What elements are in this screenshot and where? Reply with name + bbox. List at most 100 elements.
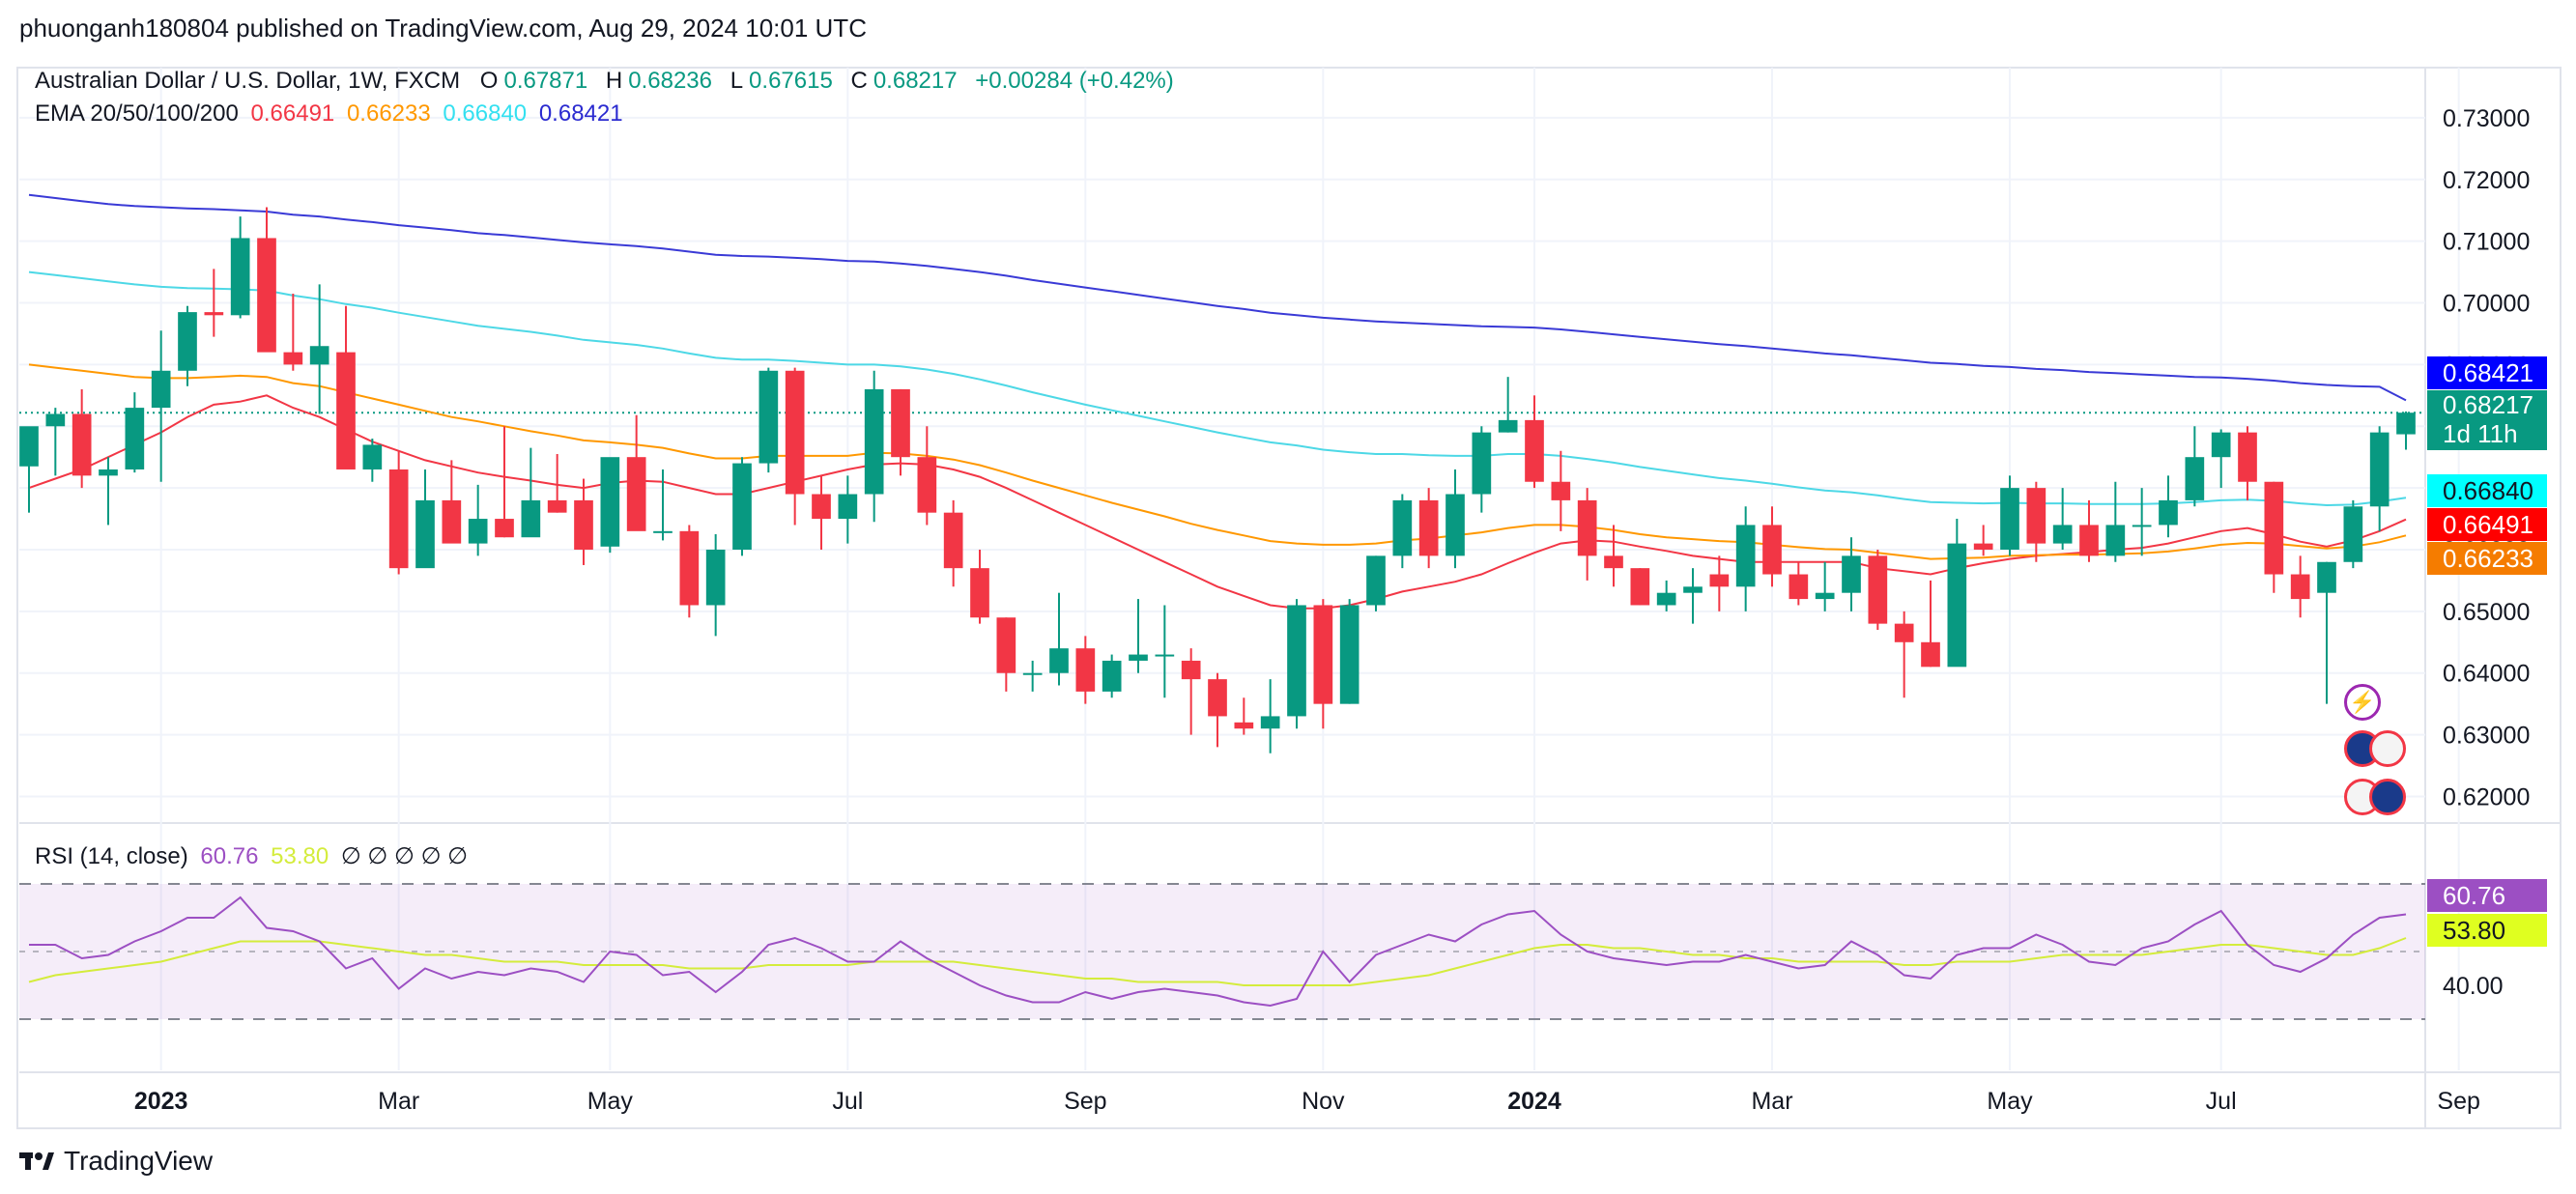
candle-body <box>230 238 250 316</box>
candle <box>732 457 752 556</box>
candle-body <box>574 499 593 550</box>
candle <box>1604 525 1623 587</box>
time-tick-label: Jul <box>2206 1088 2237 1115</box>
candle <box>442 460 462 544</box>
candle <box>415 469 435 569</box>
candle <box>1789 561 1809 606</box>
candle <box>230 216 250 319</box>
candle-body <box>917 457 937 513</box>
ema100-price-box: 0.66840 <box>2427 474 2547 507</box>
candle <box>758 367 779 473</box>
candle <box>1155 605 1175 698</box>
candle <box>1418 488 1439 569</box>
candle <box>574 478 593 565</box>
candle <box>388 450 409 575</box>
candle-body <box>1551 481 1571 500</box>
open-value: 0.67871 <box>503 68 588 94</box>
ema-line-ema20 <box>28 394 2407 610</box>
candle <box>204 269 224 337</box>
countdown: 1d 11h <box>2443 419 2518 448</box>
candle <box>1234 697 1254 735</box>
candle <box>2159 475 2178 538</box>
price-tick-label: 0.70000 <box>2443 291 2530 318</box>
candle <box>72 388 92 489</box>
candle <box>2369 426 2390 531</box>
candle-body <box>415 499 435 569</box>
rsi-line <box>28 937 2407 986</box>
candle-body <box>1842 555 1861 593</box>
candle-body <box>336 352 356 469</box>
candle <box>1392 494 1413 569</box>
candle-body <box>1313 605 1333 704</box>
candle <box>1656 580 1676 611</box>
candle-body <box>388 469 409 569</box>
candle-body <box>362 444 383 469</box>
candle <box>1102 654 1122 698</box>
candle-body <box>1762 525 1782 575</box>
candle <box>1947 519 1967 668</box>
candle <box>547 454 567 513</box>
candle <box>2211 429 2231 489</box>
ema-line-ema50 <box>28 363 2407 560</box>
price-tick-label: 0.62000 <box>2443 783 2530 810</box>
candle <box>2317 561 2336 704</box>
candle-body <box>1472 432 1492 495</box>
candle <box>1313 599 1333 729</box>
candle-body <box>2290 574 2310 600</box>
candle <box>838 475 858 544</box>
candle-body <box>1418 499 1439 556</box>
candle-body <box>600 457 620 547</box>
time-tick-label: May <box>1987 1088 2033 1115</box>
candle <box>468 484 488 556</box>
candle-body <box>1683 586 1703 593</box>
candle-body <box>943 512 963 569</box>
candle-body <box>1181 660 1201 680</box>
candle-body <box>468 519 488 544</box>
candle <box>2105 481 2126 562</box>
candle-body <box>1022 672 1043 675</box>
candle-body <box>309 346 329 365</box>
candle <box>1525 395 1544 489</box>
candle <box>864 370 884 523</box>
lightning-icon[interactable]: ⚡ <box>2344 684 2381 721</box>
change-value: +0.00284 (+0.42%) <box>975 68 1174 94</box>
symbol-name[interactable]: Australian Dollar / U.S. Dollar, 1W, FXC… <box>35 68 461 94</box>
rsi-label[interactable]: RSI (14, close) <box>35 843 188 869</box>
close-label: C <box>850 68 868 94</box>
candle-body <box>1709 574 1730 587</box>
legend-main: Australian Dollar / U.S. Dollar, 1W, FXC… <box>35 68 1180 95</box>
candle-body <box>1287 605 1306 717</box>
candle <box>1366 555 1386 611</box>
candle-body <box>2105 525 2126 556</box>
candle <box>1551 450 1571 531</box>
candle <box>1498 377 1518 433</box>
candle-body <box>2369 432 2390 507</box>
candle-body <box>2052 525 2073 544</box>
last-price-box: 0.68217 1d 11h <box>2427 390 2547 450</box>
candle-body <box>891 388 910 458</box>
time-tick-label: Jul <box>832 1088 863 1115</box>
candle <box>626 414 646 531</box>
candle <box>257 207 276 353</box>
candle-body <box>1789 574 1809 600</box>
brand[interactable]: TradingView <box>19 1146 213 1177</box>
candle <box>1709 555 1730 611</box>
candle-body <box>732 463 752 550</box>
candle-body <box>1260 716 1280 729</box>
rsi-lines <box>28 896 2407 1008</box>
candle <box>1445 469 1465 569</box>
candle-body <box>2185 457 2205 500</box>
brand-name: TradingView <box>64 1146 214 1176</box>
candle <box>2343 499 2363 569</box>
usd-flag-icon[interactable] <box>2369 730 2406 767</box>
candle <box>1181 648 1201 735</box>
price-tick-label: 0.64000 <box>2443 661 2530 688</box>
price-tick-label: 0.65000 <box>2443 599 2530 626</box>
candle-body <box>2079 525 2099 556</box>
ema-label[interactable]: EMA 20/50/100/200 <box>35 100 239 127</box>
aud-flag-icon-2[interactable] <box>2369 779 2406 815</box>
candle-body <box>996 617 1016 673</box>
candle-body <box>1894 623 1914 642</box>
candle-body <box>1921 641 1940 668</box>
